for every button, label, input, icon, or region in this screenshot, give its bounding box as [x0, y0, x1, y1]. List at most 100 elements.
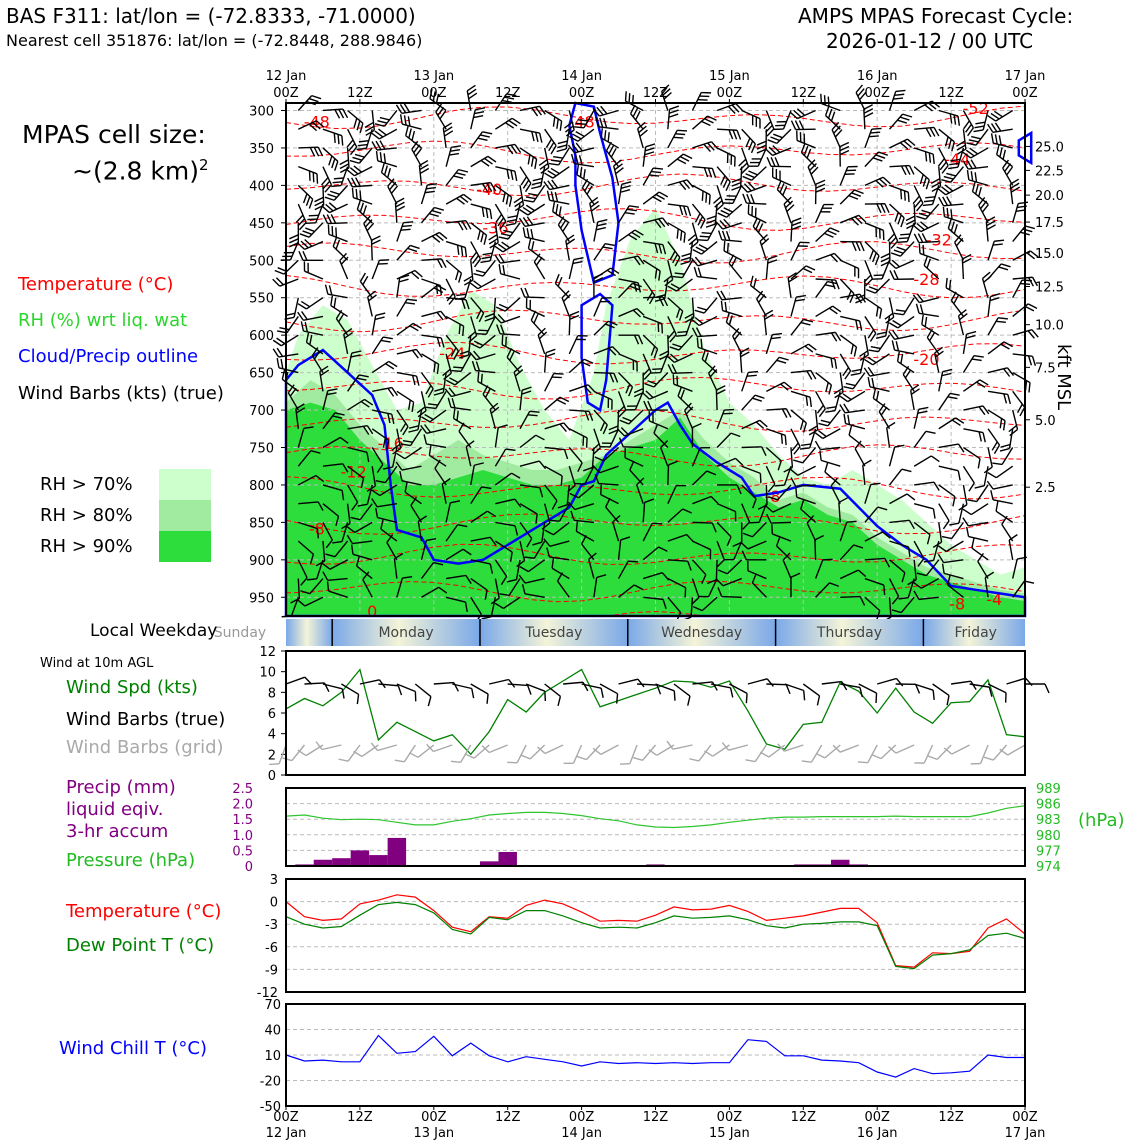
barb-staff — [751, 582, 767, 598]
barb-feather — [539, 163, 549, 170]
barb-feather — [925, 127, 932, 138]
barb-feather — [833, 387, 843, 395]
wind-barb-10m-true — [599, 683, 619, 704]
wind-barb — [691, 559, 707, 584]
barb-staff — [304, 596, 324, 607]
barb-feather — [942, 196, 949, 206]
barb-feather — [690, 257, 699, 267]
wind-barb-10m-grid — [338, 744, 361, 762]
barb-feather — [698, 243, 709, 250]
wind-barb-10m-grid — [759, 744, 786, 758]
barb-staff — [800, 508, 817, 523]
barb-feather — [404, 482, 408, 493]
wind-barb — [372, 409, 395, 424]
top-hour-label: 00Z — [864, 86, 890, 101]
barb-staff — [716, 457, 736, 467]
wind-barb — [359, 272, 373, 299]
wind-barbs-grid-label: Wind Barbs (grid) — [66, 737, 224, 758]
barb-feather — [425, 406, 436, 410]
top-date-label: 17 Jan — [1005, 69, 1046, 84]
barb-staff — [886, 427, 891, 448]
barb-feather — [662, 244, 667, 255]
wind-barb — [692, 141, 719, 153]
barb-feather — [346, 168, 355, 177]
wind-barb — [370, 235, 381, 261]
barb-feather — [525, 298, 528, 308]
barb-staff — [420, 184, 429, 205]
wind-barb — [644, 372, 669, 388]
wind-barb — [420, 538, 437, 561]
barb-feather — [941, 178, 952, 183]
barb-feather — [711, 681, 718, 691]
barb-feather — [703, 167, 709, 178]
barb-feather — [364, 121, 374, 128]
barb-feather — [351, 350, 362, 354]
wind-barb — [396, 244, 420, 261]
barb-staff — [741, 503, 751, 523]
barb-feather — [498, 303, 509, 310]
barb-staff — [667, 129, 678, 149]
barb-feather — [950, 291, 957, 301]
wind-barb — [363, 215, 375, 242]
barb-feather — [308, 123, 318, 132]
barb-feather — [449, 377, 459, 384]
wind-barb — [519, 128, 543, 143]
barb-feather — [335, 309, 343, 319]
barb-feather — [791, 217, 802, 223]
wind-barb — [481, 597, 497, 620]
barb-feather — [916, 572, 927, 577]
barb-feather — [771, 524, 774, 534]
barb-feather — [488, 234, 498, 241]
wind-barb — [659, 440, 669, 467]
barb-feather — [993, 444, 1001, 454]
barb-feather — [400, 228, 411, 231]
barb-feather — [315, 475, 325, 483]
barb-feather — [535, 434, 545, 441]
barb-feather — [895, 341, 900, 351]
barb-feather — [308, 214, 319, 217]
barb-feather — [749, 161, 760, 164]
barb-staff — [568, 259, 575, 280]
barb-feather — [669, 346, 680, 351]
barb-feather — [280, 358, 284, 369]
barb-staff — [293, 297, 300, 318]
barb-feather — [918, 243, 921, 254]
weekday-band — [286, 619, 333, 646]
barb-feather — [486, 182, 493, 192]
barb-staff — [726, 559, 743, 575]
barb-feather — [897, 240, 908, 243]
barb-feather — [666, 740, 674, 750]
barb-feather — [973, 354, 984, 358]
barb-feather — [670, 353, 679, 362]
wind-barb — [319, 365, 330, 392]
barb-feather — [979, 379, 989, 386]
barb-feather — [531, 131, 535, 142]
wind-speed-point — [562, 680, 564, 682]
wind-barb — [543, 538, 570, 547]
barb-feather — [908, 165, 915, 175]
wind-barb — [375, 507, 398, 524]
barb-feather — [854, 266, 856, 277]
barb-feather — [921, 314, 924, 325]
barb-feather — [579, 167, 583, 177]
barb-feather — [667, 285, 677, 292]
wind-barb — [796, 130, 816, 149]
wind-barb — [839, 403, 865, 414]
barb-feather — [958, 309, 967, 317]
wind-speed-point — [950, 702, 952, 704]
wind-barb — [790, 572, 801, 598]
wind-barb — [421, 586, 448, 598]
barb-feather — [347, 177, 353, 188]
barb-staff — [396, 298, 408, 317]
wind-barb-10m-true — [563, 681, 589, 692]
wind-barb — [617, 536, 631, 560]
barb-feather — [1002, 420, 1006, 431]
pressure-tick-label: 800 — [249, 479, 274, 494]
barb-feather — [551, 376, 562, 379]
barb-feather — [658, 243, 663, 254]
barb-feather — [839, 145, 850, 152]
wind-barb — [276, 357, 299, 374]
wind-barb — [332, 236, 349, 261]
wind-barb-10m-grid — [481, 744, 508, 754]
barb-staff — [895, 259, 915, 270]
